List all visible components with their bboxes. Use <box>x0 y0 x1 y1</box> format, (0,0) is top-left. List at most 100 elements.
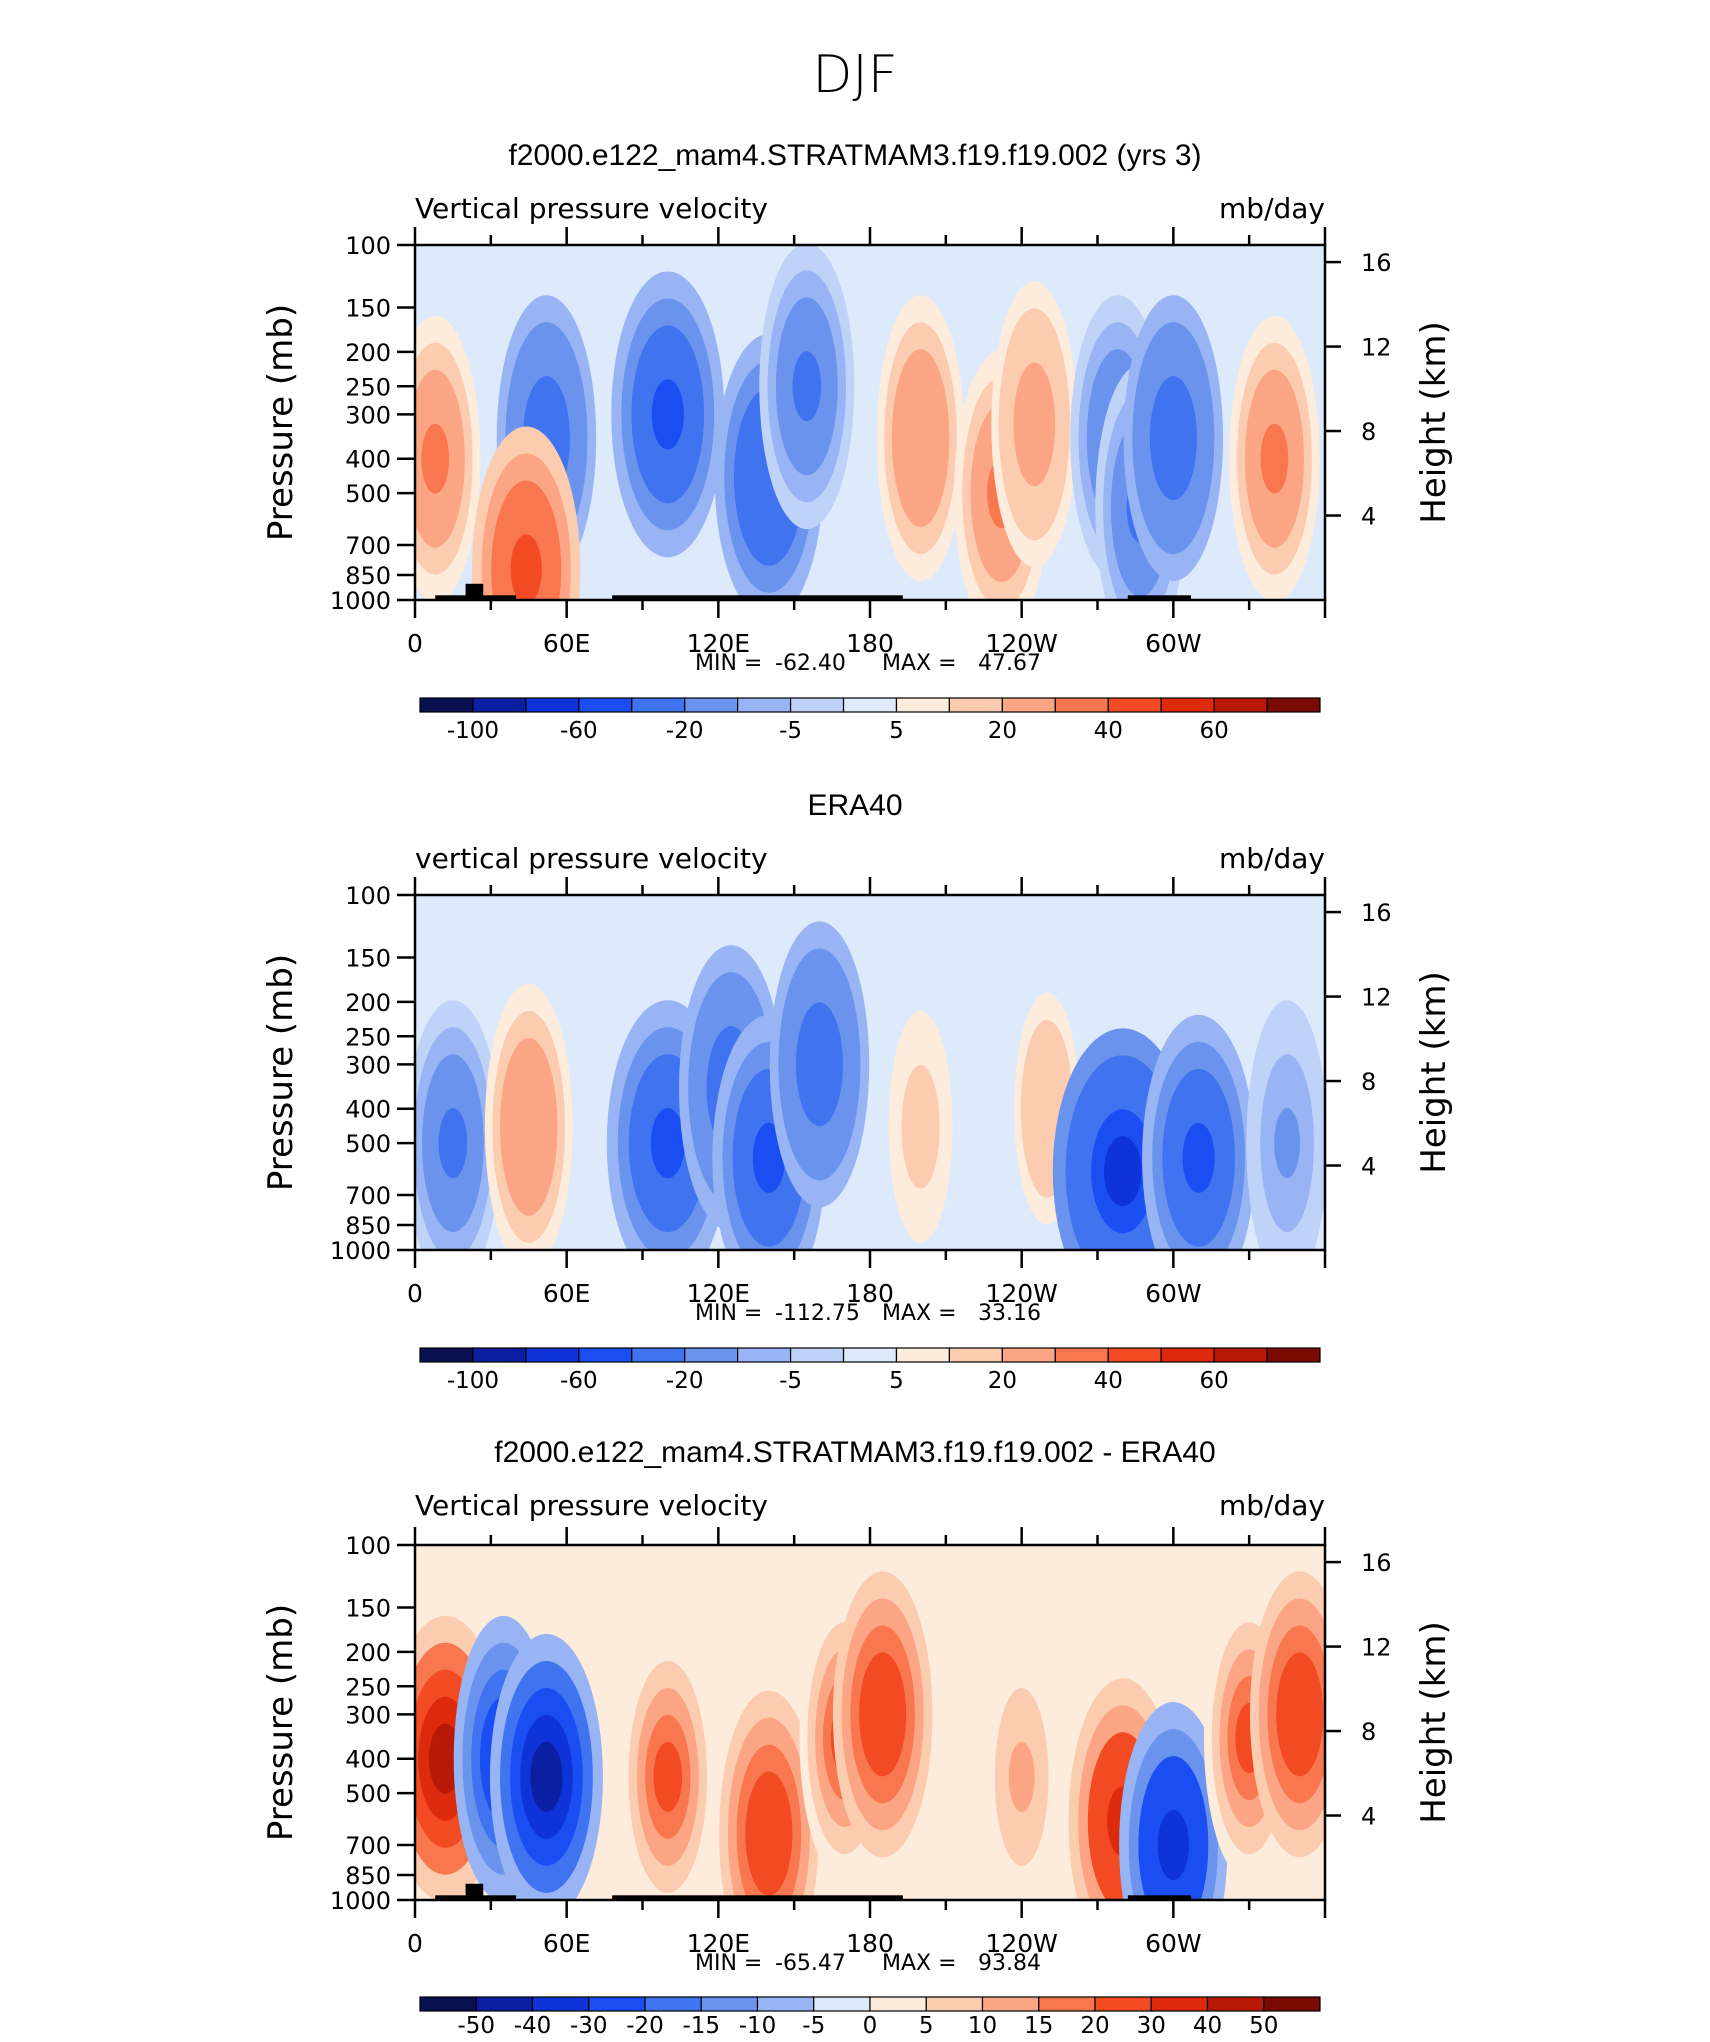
min-value: -65.47 <box>775 1951 846 1976</box>
colorbar-swatch <box>472 697 527 713</box>
y2-tick-label: 16 <box>1361 1549 1392 1577</box>
x-tick-label: 60E <box>543 1929 591 1958</box>
colorbar-label: 40 <box>1094 718 1123 744</box>
colorbar-label: -60 <box>560 1368 598 1394</box>
colorbar-swatch <box>1150 1996 1209 2012</box>
y-tick-label: 500 <box>345 1130 391 1158</box>
y-tick-label: 850 <box>345 562 391 590</box>
y2-tick-label: 4 <box>1361 503 1376 531</box>
colorbar-label: 0 <box>863 2013 878 2038</box>
field-contour <box>804 1029 835 1100</box>
colorbar-swatch <box>531 1996 590 2012</box>
colorbar-label: -30 <box>570 2013 608 2038</box>
field-contour <box>1284 1679 1315 1750</box>
colorbar-swatch <box>895 1347 951 1363</box>
colorbar-label: -20 <box>666 718 704 744</box>
field-contour <box>1020 389 1048 460</box>
variable-label: Vertical pressure velocity <box>415 192 768 225</box>
x-tick-label: 60E <box>543 1279 591 1308</box>
colorbar-label: -100 <box>447 718 499 744</box>
field-contour <box>438 1108 468 1179</box>
y-tick-label: 1000 <box>330 1237 391 1265</box>
colorbar-label: 30 <box>1137 2013 1166 2038</box>
min-label: MIN = <box>695 1951 762 1976</box>
x-tick-label: 60E <box>543 629 591 658</box>
min-max-stats: MIN = -65.47 MAX = 93.84 <box>695 1951 1041 1976</box>
y2-tick-label: 8 <box>1361 418 1376 446</box>
colorbar-swatch <box>700 1996 759 2012</box>
field-contour <box>1158 403 1189 474</box>
land-mask <box>612 595 903 600</box>
colorbar-label: 15 <box>1024 2013 1053 2038</box>
field-layer <box>415 1571 1325 1900</box>
y-tick-label: 200 <box>345 1639 391 1667</box>
max-label: MAX = <box>882 1951 957 1976</box>
x-tick-label: 0 <box>407 629 423 658</box>
colorbar: -50 -40 -30 -20 -15 -10 -5 0 5 10 15 20 30 40 50 <box>419 1996 1321 2039</box>
min-label: MIN = <box>695 651 762 676</box>
field-contour <box>1103 1136 1142 1207</box>
colorbar-swatch <box>1107 697 1162 713</box>
min-value: -62.40 <box>775 651 846 676</box>
colorbar: -100 -60 -20 -5 5 20 40 60 <box>419 697 1321 744</box>
colorbar-swatch <box>842 697 898 713</box>
y-tick-label: 200 <box>345 989 391 1017</box>
y-tick-label: 100 <box>345 1532 391 1560</box>
y-tick-label: 700 <box>345 1182 391 1210</box>
colorbar-label: -20 <box>666 1368 704 1394</box>
y-tick-label: 700 <box>345 532 391 560</box>
x-tick-label: 120E <box>687 1279 751 1308</box>
colorbar-swatch <box>588 1996 646 2012</box>
units-label: mb/day <box>1219 1489 1325 1522</box>
x-tick-label: 120W <box>985 1279 1057 1308</box>
colorbar-swatch <box>578 1347 633 1363</box>
y-tick-label: 400 <box>345 1746 391 1774</box>
y-tick-label: 250 <box>345 1673 391 1701</box>
colorbar-swatch <box>1054 1347 1109 1363</box>
y-axis-label: Pressure (mb) <box>261 954 301 1191</box>
min-max-stats: MIN = -62.40 MAX = 47.67 <box>695 651 1041 676</box>
panel-1: f2000.e122_mam4.STRATMAM3.f19.f19.002 (y… <box>261 139 1454 744</box>
max-value: 93.84 <box>978 1951 1041 1976</box>
page-title: DJF <box>812 45 897 105</box>
y-tick-label: 500 <box>345 1780 391 1808</box>
field-contour <box>867 1679 898 1750</box>
land-mask <box>612 1895 903 1900</box>
y2-tick-label: 4 <box>1361 1803 1376 1831</box>
colorbar-swatch <box>644 1996 702 2012</box>
field-contour <box>906 403 935 474</box>
field-contour <box>650 1108 685 1179</box>
colorbar-label: -20 <box>626 2013 664 2038</box>
min-label: MIN = <box>695 1301 762 1326</box>
colorbar-swatch <box>1038 1996 1096 2012</box>
field-contour <box>1034 1073 1060 1144</box>
field-contour <box>1260 423 1289 494</box>
colorbar-swatch <box>756 1996 815 2012</box>
y-tick-label: 150 <box>345 1595 391 1623</box>
colorbar-label: -60 <box>560 718 598 744</box>
land-mask <box>465 583 484 600</box>
y-tick-label: 300 <box>345 401 391 429</box>
x-tick-label: 120W <box>985 1929 1057 1958</box>
field-contour <box>1274 1108 1301 1179</box>
x-tick-label: 60W <box>1145 1929 1202 1958</box>
field-contour <box>421 423 450 494</box>
y-tick-label: 100 <box>345 882 391 910</box>
colorbar-swatch <box>1266 1347 1321 1363</box>
colorbar-swatch <box>1054 697 1109 713</box>
colorbar-swatch <box>1206 1996 1265 2012</box>
field-contour <box>1157 1810 1189 1880</box>
colorbar-label: 40 <box>1193 2013 1222 2038</box>
colorbar-swatch <box>631 697 686 713</box>
field-contour <box>530 1741 563 1812</box>
field-layer <box>415 245 1320 600</box>
colorbar-swatch <box>981 1996 1040 2012</box>
colorbar-swatch <box>631 1347 686 1363</box>
y-tick-label: 250 <box>345 373 391 401</box>
colorbar-swatch <box>1266 697 1321 713</box>
colorbar-swatch <box>472 1347 527 1363</box>
field-contour <box>428 1723 462 1794</box>
variable-label: vertical pressure velocity <box>415 842 768 875</box>
y2-tick-label: 12 <box>1361 1634 1392 1662</box>
